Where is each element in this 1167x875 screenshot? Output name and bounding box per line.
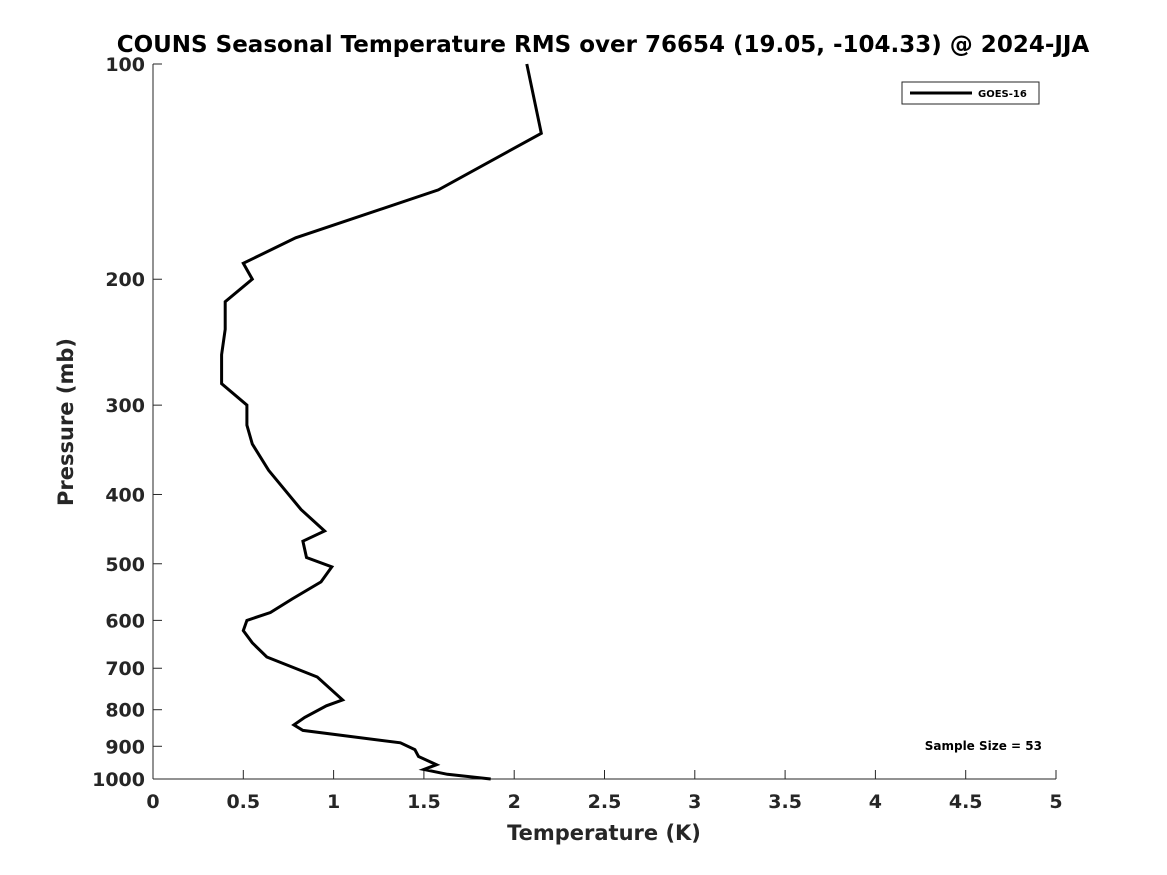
x-tick-label: 1.5 bbox=[407, 791, 441, 813]
y-tick-label: 200 bbox=[105, 269, 145, 291]
y-tick-label: 300 bbox=[105, 395, 145, 417]
x-tick-label: 0 bbox=[146, 791, 159, 813]
series-line-goes-16 bbox=[220, 63, 543, 781]
y-tick-label: 400 bbox=[105, 484, 145, 506]
y-tick-label: 100 bbox=[105, 54, 145, 76]
chart-title: COUNS Seasonal Temperature RMS over 7665… bbox=[117, 32, 1090, 58]
y-tick-label: 1000 bbox=[92, 769, 145, 791]
y-axis-label: Pressure (mb) bbox=[54, 338, 78, 506]
x-tick-label: 1 bbox=[327, 791, 340, 813]
x-tick-label: 3.5 bbox=[768, 791, 802, 813]
x-tick-label: 4 bbox=[869, 791, 882, 813]
x-axis-label: Temperature (K) bbox=[507, 821, 701, 845]
y-tick-label: 600 bbox=[105, 610, 145, 632]
legend: GOES-16 bbox=[901, 81, 1040, 105]
y-tick-label: 700 bbox=[105, 658, 145, 680]
x-axis-ticks: 0 0.5 1 1.5 2 2.5 3 3.5 4 4.5 5 bbox=[146, 770, 1063, 813]
x-tick-label: 2.5 bbox=[588, 791, 622, 813]
plot-area bbox=[152, 64, 1056, 780]
x-tick-label: 3 bbox=[688, 791, 701, 813]
x-tick-label: 4.5 bbox=[949, 791, 983, 813]
y-axis-ticks: 100 200 300 400 500 600 700 800 900 1000 bbox=[92, 54, 162, 791]
series-group bbox=[220, 63, 543, 781]
x-tick-label: 0.5 bbox=[226, 791, 260, 813]
sample-size-annotation: Sample Size = 53 bbox=[925, 739, 1042, 753]
y-tick-label: 500 bbox=[105, 554, 145, 576]
y-tick-label: 800 bbox=[105, 700, 145, 722]
y-tick-label: 900 bbox=[105, 736, 145, 758]
x-tick-label: 5 bbox=[1049, 791, 1062, 813]
x-tick-label: 2 bbox=[508, 791, 521, 813]
legend-entry-goes-16: GOES-16 bbox=[978, 89, 1027, 100]
